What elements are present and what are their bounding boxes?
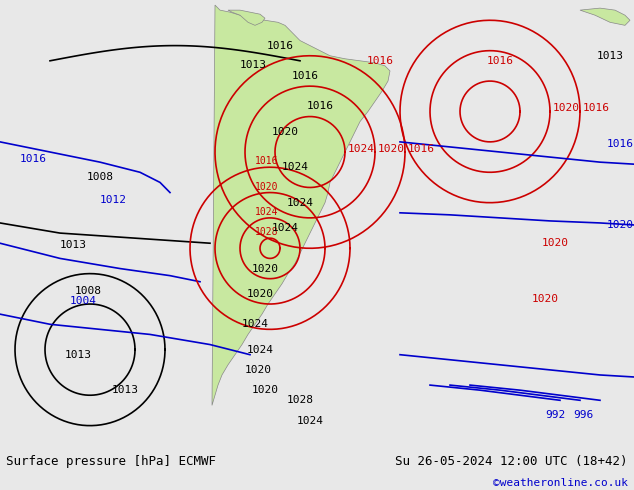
Text: 1020: 1020	[247, 289, 273, 299]
Text: 1024: 1024	[247, 344, 273, 355]
Text: 1020: 1020	[553, 103, 580, 114]
Text: 1020: 1020	[271, 127, 299, 137]
Text: 1024: 1024	[271, 223, 299, 233]
Text: 1016: 1016	[266, 41, 294, 50]
Text: 1020: 1020	[255, 181, 278, 192]
Text: 1016: 1016	[607, 139, 633, 149]
Text: 1024: 1024	[281, 162, 309, 172]
Text: 1013: 1013	[112, 385, 138, 395]
Text: 1004: 1004	[70, 296, 97, 306]
Text: 1013: 1013	[240, 60, 267, 70]
Text: 1016: 1016	[255, 156, 278, 166]
Text: 1024: 1024	[348, 144, 375, 154]
Text: 1008: 1008	[75, 286, 102, 296]
Text: 1024: 1024	[297, 416, 323, 425]
Text: 1024: 1024	[242, 319, 269, 329]
Text: 1020: 1020	[252, 264, 278, 273]
Text: 1016: 1016	[306, 101, 333, 111]
Text: 1020: 1020	[531, 294, 559, 304]
Polygon shape	[580, 8, 630, 25]
Text: Su 26-05-2024 12:00 UTC (18+42): Su 26-05-2024 12:00 UTC (18+42)	[395, 455, 628, 468]
Text: 1013: 1013	[60, 240, 87, 250]
Polygon shape	[212, 5, 390, 405]
Text: 1020: 1020	[245, 365, 271, 375]
Text: Surface pressure [hPa] ECMWF: Surface pressure [hPa] ECMWF	[6, 455, 216, 468]
Text: 1020: 1020	[378, 144, 405, 154]
Text: 1016: 1016	[292, 71, 318, 81]
Text: 1016: 1016	[366, 56, 394, 66]
Text: 996: 996	[573, 411, 593, 420]
Text: 1020: 1020	[541, 238, 569, 248]
Text: 1020: 1020	[607, 220, 633, 230]
Polygon shape	[228, 10, 265, 25]
Text: 1012: 1012	[100, 195, 127, 205]
Text: 1016: 1016	[20, 154, 47, 164]
Text: 1016: 1016	[486, 56, 514, 66]
Text: 1024: 1024	[255, 207, 278, 217]
Text: 1024: 1024	[287, 197, 313, 208]
Text: 1028: 1028	[255, 227, 278, 237]
Text: 992: 992	[545, 411, 565, 420]
Text: 1016: 1016	[583, 103, 610, 114]
Text: 1028: 1028	[287, 395, 313, 405]
Text: 1016: 1016	[408, 144, 435, 154]
Text: 1020: 1020	[252, 385, 278, 395]
Text: 1008: 1008	[86, 172, 113, 182]
Text: ©weatheronline.co.uk: ©weatheronline.co.uk	[493, 478, 628, 489]
Text: 1013: 1013	[597, 51, 623, 61]
Text: 1013: 1013	[65, 350, 92, 360]
